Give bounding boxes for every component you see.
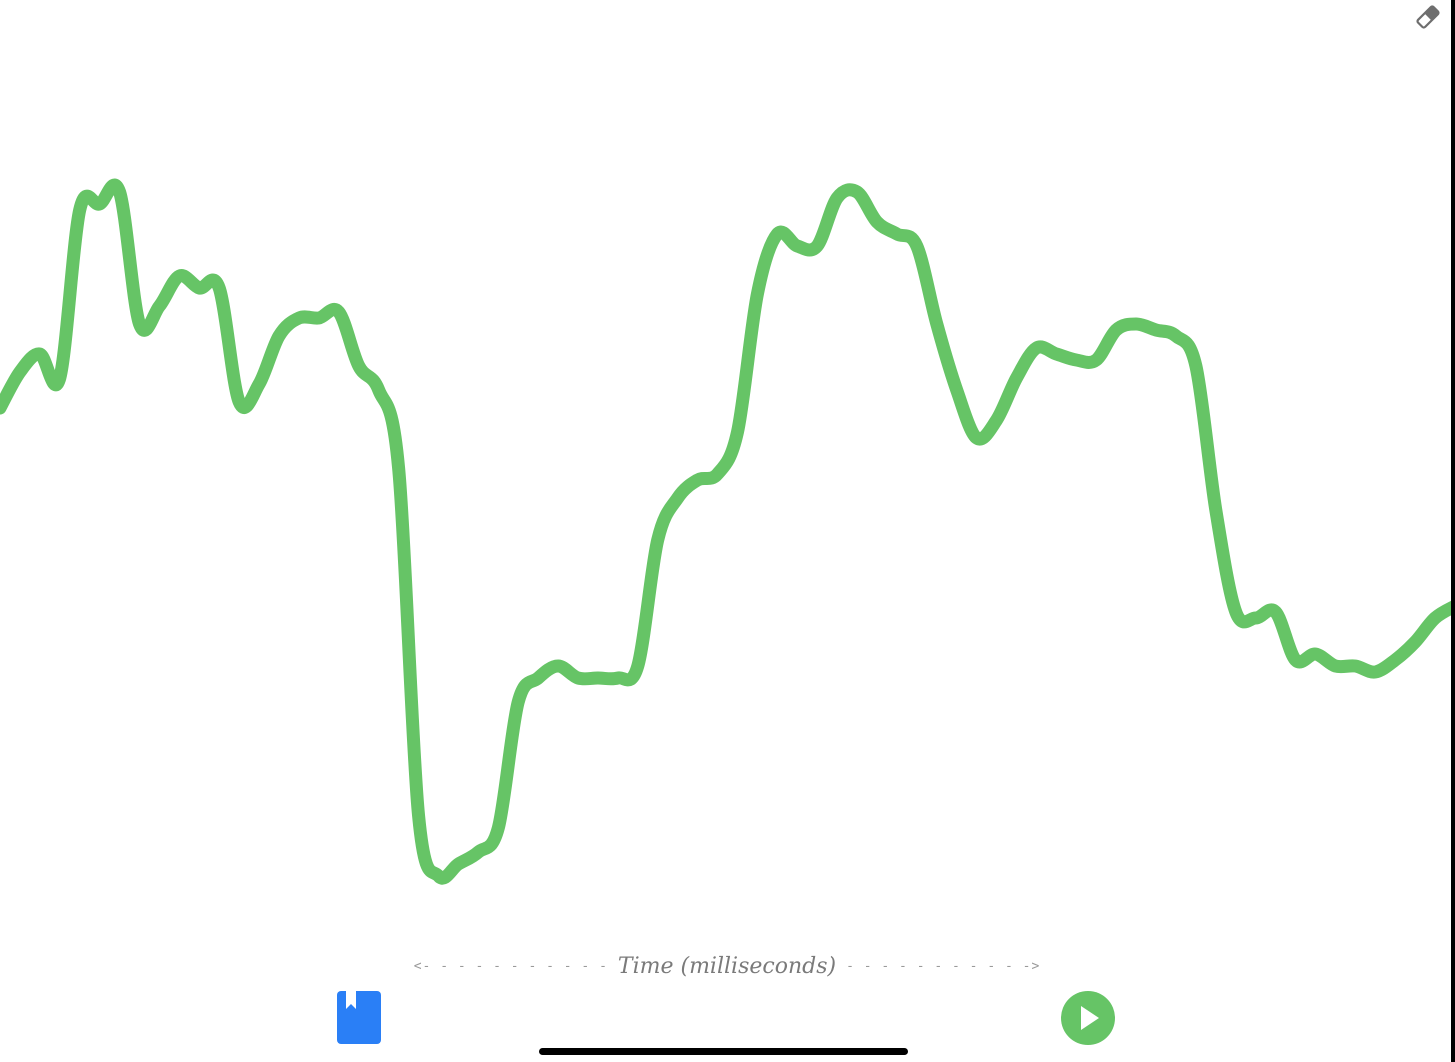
axis-right-arrow: - - - - - - - - - - -> [846,958,1041,974]
eraser-button[interactable] [1410,0,1446,34]
play-button[interactable] [1060,990,1116,1046]
axis-left-arrow: <- - - - - - - - - - - [413,958,608,974]
screen-edge [1451,0,1455,1062]
play-icon [1061,991,1115,1045]
home-indicator [539,1048,908,1055]
axis-title: Time (milliseconds) [617,953,837,979]
time-axis-label: <- - - - - - - - - - - Time (millisecond… [414,948,1040,984]
bookmark-button[interactable] [336,989,382,1045]
waveform-line [0,178,1455,885]
eraser-icon [1416,5,1440,29]
bookmark-icon [337,991,381,1044]
